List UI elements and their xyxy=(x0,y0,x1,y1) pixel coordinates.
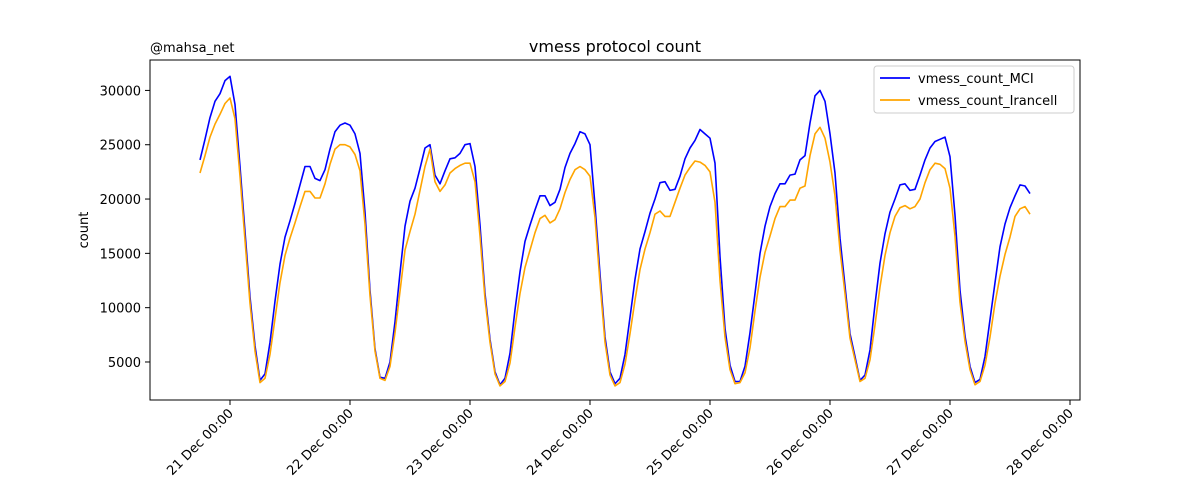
y-axis: 5000 10000 15000 20000 25000 30000 xyxy=(100,84,150,371)
series-line-mci xyxy=(199,75,1031,386)
y-tick-label: 25000 xyxy=(100,139,141,154)
series-line-irancell xyxy=(199,97,1031,387)
x-axis: 21 Dec 00:00 22 Dec 00:00 23 Dec 00:00 24 D… xyxy=(164,400,1077,479)
y-tick-label: 5000 xyxy=(108,356,141,371)
plot-frame xyxy=(149,59,1081,401)
y-tick-label: 20000 xyxy=(100,193,141,208)
x-tick-label: 22 Dec 00:00 xyxy=(284,406,356,478)
legend-label: vmess_count_Irancell xyxy=(918,94,1057,109)
series-layer xyxy=(199,75,1031,387)
x-tick-label: 24 Dec 00:00 xyxy=(524,406,596,478)
legend-label: vmess_count_MCI xyxy=(918,72,1034,87)
y-tick-label: 15000 xyxy=(100,247,141,262)
legend-box xyxy=(873,65,1075,114)
x-tick-label: 26 Dec 00:00 xyxy=(764,406,836,478)
y-tick-label: 10000 xyxy=(100,302,141,317)
y-tick-label: 30000 xyxy=(100,84,141,99)
y-axis-label: count xyxy=(77,212,92,249)
chart-title: vmess protocol count xyxy=(529,37,701,56)
x-tick-label: 23 Dec 00:00 xyxy=(404,406,476,478)
x-tick-label: 28 Dec 00:00 xyxy=(1004,406,1076,478)
legend: vmess_count_MCI vmess_count_Irancell xyxy=(873,65,1075,114)
x-tick-label: 25 Dec 00:00 xyxy=(644,406,716,478)
x-tick-label: 27 Dec 00:00 xyxy=(884,406,956,478)
watermark-label: @mahsa_net xyxy=(150,41,234,56)
x-tick-label: 21 Dec 00:00 xyxy=(164,406,236,478)
